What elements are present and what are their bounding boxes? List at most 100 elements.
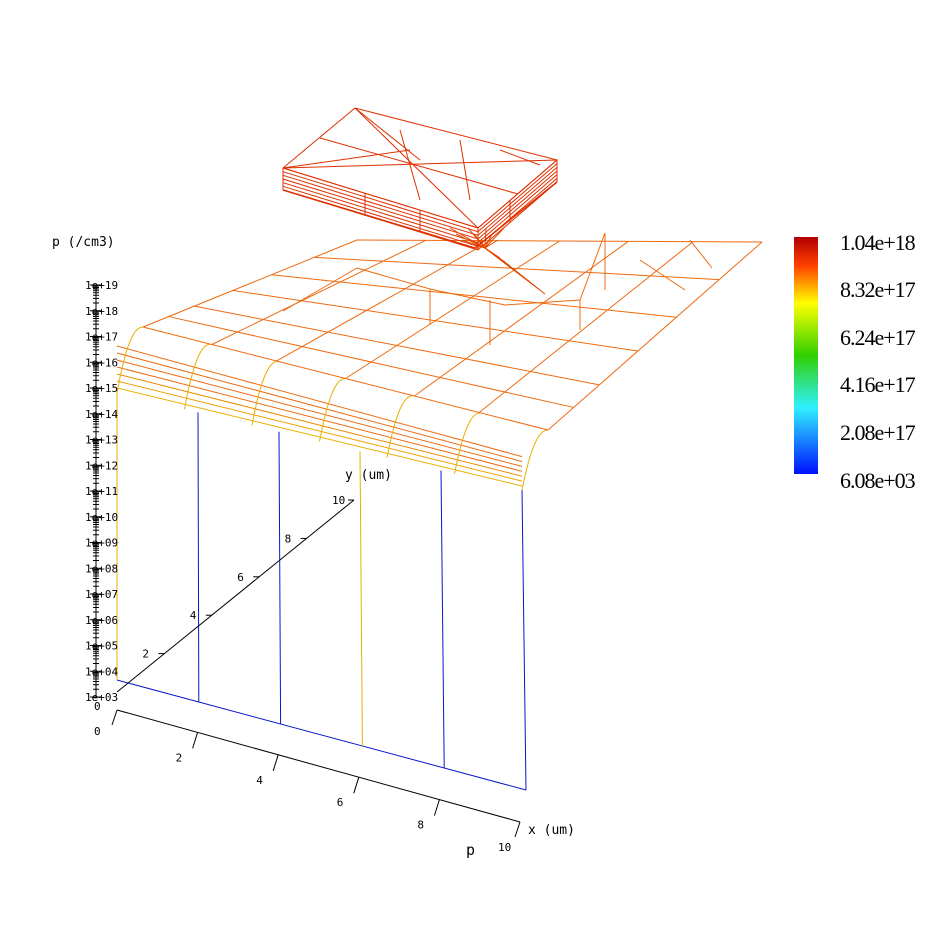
z-tick-label: 1e+17 (85, 331, 118, 344)
surface-drop-line (440, 470, 445, 769)
block-top-mesh (459, 139, 471, 201)
surface-drop-line (521, 489, 527, 791)
y-tick-label: 4 (190, 609, 197, 622)
block-top-mesh (282, 149, 411, 169)
colorbar-label: 2.08e+17 (840, 420, 916, 445)
z-tick-label: 1e+16 (85, 356, 118, 369)
x-tick-label: 10 (498, 841, 511, 854)
surface-mesh-edge (282, 267, 358, 312)
block-base-line (282, 189, 476, 249)
surface-grid-line (276, 240, 491, 362)
colorbar-label: 1.04e+18 (840, 230, 916, 255)
z-tick-label: 1e+06 (85, 614, 118, 627)
surface-drop-line (197, 412, 200, 703)
x-tick-label: 0 (94, 725, 101, 738)
surface-mesh-edge (639, 259, 686, 291)
z-tick-label: 1e+18 (85, 305, 118, 318)
colorbar-label: 6.08e+03 (840, 468, 916, 493)
axes (95, 285, 521, 838)
y-axis-line (116, 499, 355, 693)
surface-grid-line (345, 240, 560, 379)
colorbar-label: 6.24e+17 (840, 325, 916, 350)
surface-mesh-edge (689, 239, 713, 269)
block-top-mesh (399, 129, 421, 201)
surface-shoulder-curve (251, 360, 279, 426)
y-tick-label: 8 (285, 532, 292, 545)
z-tick-label: 1e+08 (85, 562, 118, 575)
y-axis-label: y (um) (345, 468, 392, 483)
colorbar-label: 8.32e+17 (840, 277, 916, 302)
surface-drop-line (359, 451, 363, 747)
surface-drop-line (278, 431, 282, 725)
surface-mesh (116, 107, 763, 791)
z-tick-label: 1e+03 (85, 691, 118, 704)
surface-mesh-edge (356, 267, 431, 290)
x-axis-line (116, 709, 521, 823)
surface-shoulder-curve (454, 412, 481, 474)
z-tick-label: 1e+19 (85, 279, 118, 292)
surface-shoulder-curve (184, 343, 211, 410)
block-top-mesh (499, 149, 541, 166)
z-tick-label: 1e+13 (85, 434, 118, 447)
y-tick-label: 6 (237, 571, 244, 584)
surface-shoulder-line (116, 380, 523, 482)
mesh-fan-line (484, 227, 505, 249)
block-top-mesh (354, 107, 479, 229)
surface-shoulder-line (116, 373, 523, 477)
block-base-line (474, 181, 558, 249)
block-top-mesh (354, 107, 421, 161)
x-axis-end-tick (514, 821, 521, 838)
x-tick-mark (272, 754, 279, 771)
surface-mesh-edge (429, 288, 506, 306)
z-tick-label: 1e+12 (85, 459, 118, 472)
surface-shoulder-curve (116, 326, 144, 394)
surface-grid-line (142, 239, 358, 328)
z-tick-label: 1e+14 (85, 408, 118, 421)
colorbar-label: 4.16e+17 (840, 372, 916, 397)
z-axis-label: p (/cm3) (52, 235, 115, 250)
mesh-fan-line (461, 239, 486, 249)
surface-mesh-edge (504, 299, 581, 306)
mesh-fan-line (455, 233, 486, 249)
mesh-fan-line (484, 233, 493, 249)
y-tick-label: 0 (94, 700, 101, 713)
x-tick-label: 6 (337, 796, 344, 809)
mesh-fan-line (484, 227, 487, 249)
y-tick-label: 2 (142, 648, 149, 661)
x-axis-label: x (um) (528, 823, 575, 838)
surface-shoulder-curve (386, 395, 414, 458)
z-tick-label: 1e+15 (85, 382, 118, 395)
x-tick-mark (433, 799, 440, 816)
surface-grid-line (478, 241, 694, 413)
surface-shoulder-line (116, 359, 523, 467)
x-tick-label: 4 (256, 774, 263, 787)
z-tick-label: 1e+10 (85, 511, 118, 524)
x-tick-label: 2 (176, 751, 183, 764)
y-tick-label: 10 (332, 494, 345, 507)
x-tick-label: 8 (417, 819, 424, 832)
colorbar-gradient (794, 237, 818, 474)
surface-shoulder-line (116, 345, 523, 458)
surface-shoulder-line (116, 366, 523, 472)
block-top-mesh (319, 137, 519, 195)
x-tick-mark (192, 732, 199, 749)
surface-shoulder-curve (521, 429, 549, 491)
x-axis-start-tick (111, 709, 118, 726)
mesh-fan-line (484, 247, 546, 295)
z-tick-label: 1e+11 (85, 485, 118, 498)
x-tick-mark (353, 777, 360, 794)
z-tick-label: 1e+05 (85, 640, 118, 653)
surface-mesh-edge (579, 232, 606, 301)
colorbar: 1.04e+18 8.32e+17 6.24e+17 4.16e+17 2.08e+17… (794, 230, 917, 493)
mesh-fan-line (484, 239, 499, 249)
surface-shoulder-curve (319, 378, 346, 442)
surface-floor-line (116, 679, 527, 791)
axis-ticks: 0 2 4 6 8 10 0 2 4 6 8 10 1e+03 1e+04 1e+05 1e+06 1e+07 1… (85, 279, 511, 854)
z-tick-label: 1e+07 (85, 588, 118, 601)
surface-grid-line (547, 241, 763, 431)
z-tick-label: 1e+09 (85, 537, 118, 550)
surface-shoulder-line (116, 387, 523, 487)
mesh-fan-line (479, 239, 486, 249)
